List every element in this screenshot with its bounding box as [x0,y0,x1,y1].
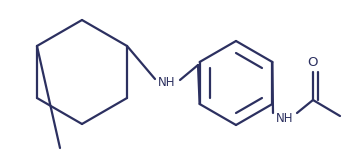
Text: NH: NH [276,111,294,125]
Text: NH: NH [158,76,176,89]
Text: O: O [308,57,318,69]
